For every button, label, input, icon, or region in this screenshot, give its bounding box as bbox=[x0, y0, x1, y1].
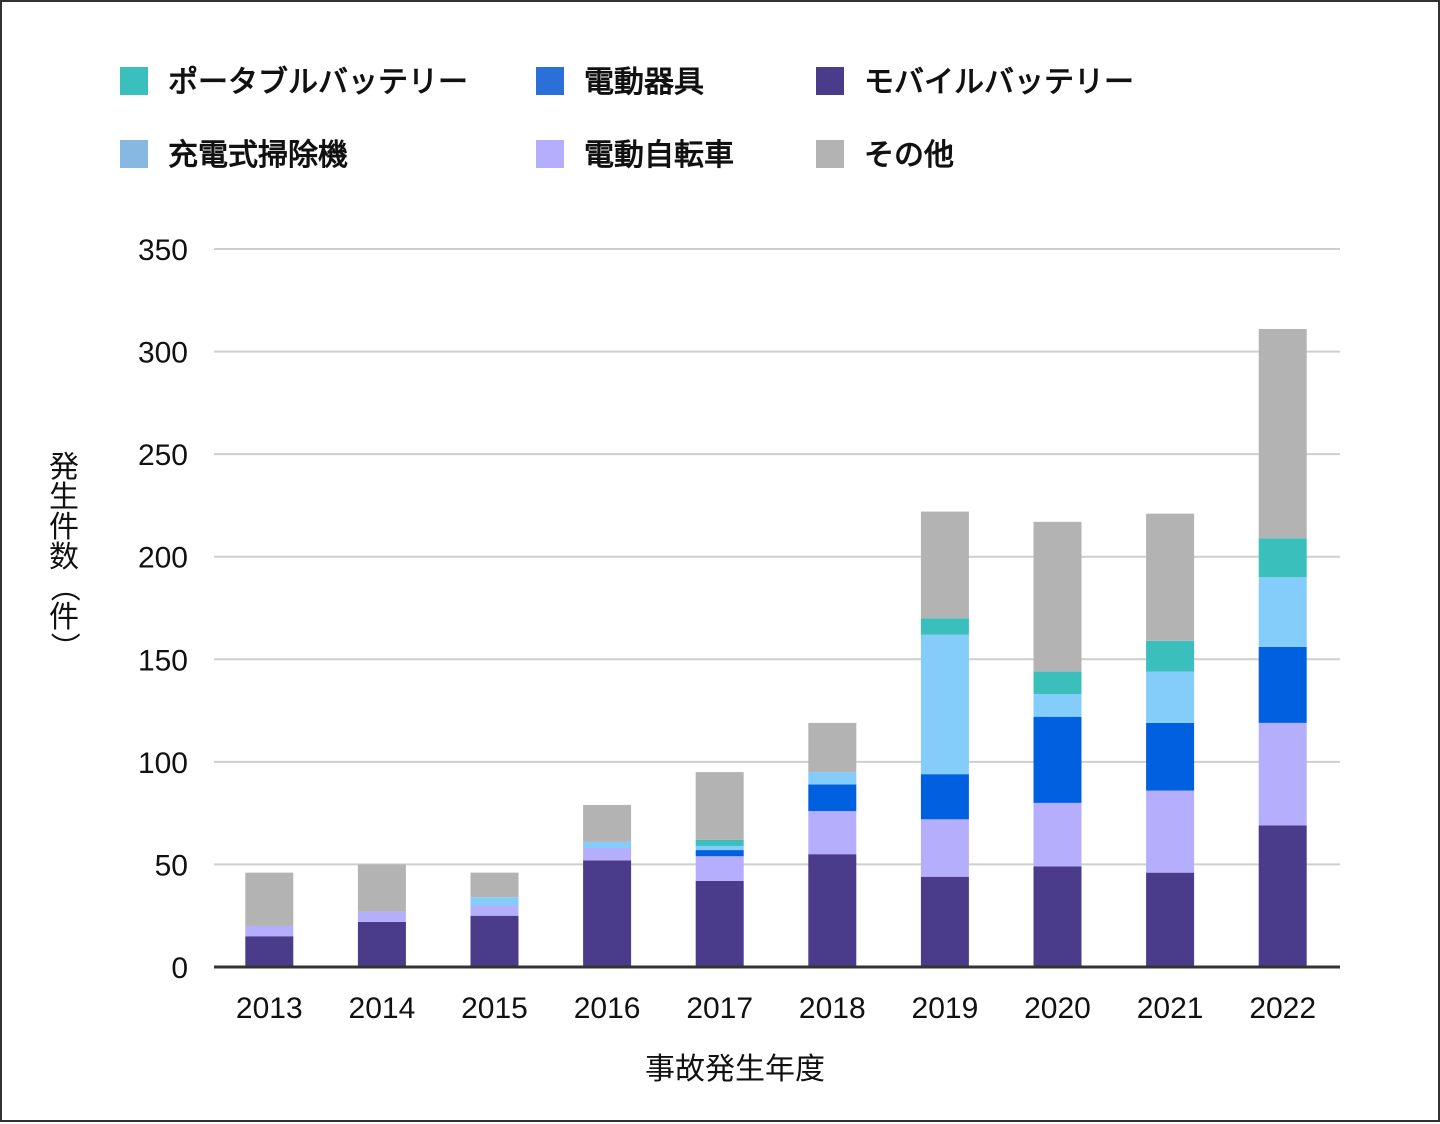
bar-segment bbox=[808, 854, 857, 967]
x-tick-label: 2013 bbox=[236, 992, 303, 1025]
legend-label: ポータブルバッテリー bbox=[168, 65, 468, 100]
bar-segment bbox=[470, 872, 519, 898]
y-axis-title-char: （ bbox=[46, 572, 81, 602]
bar-segment bbox=[1033, 694, 1082, 717]
legend-swatch bbox=[120, 140, 148, 168]
bar-segment bbox=[1258, 646, 1307, 723]
bar-segment bbox=[357, 921, 406, 967]
legend-swatch bbox=[536, 67, 564, 95]
bar-segment bbox=[1146, 513, 1195, 641]
bar-segment bbox=[695, 845, 744, 851]
bar-segment bbox=[1146, 671, 1195, 723]
bar-segment bbox=[808, 772, 857, 785]
bar-segment bbox=[920, 634, 969, 775]
legend-label: モバイルバッテリー bbox=[864, 65, 1134, 100]
bar-segment bbox=[695, 850, 744, 857]
bar-segment bbox=[1146, 640, 1195, 672]
bar-segment bbox=[695, 880, 744, 967]
y-tick-label: 150 bbox=[138, 644, 188, 677]
x-tick-label: 2021 bbox=[1137, 992, 1204, 1025]
legend-label: 電動自転車 bbox=[584, 138, 734, 173]
y-tick-label: 250 bbox=[138, 439, 188, 472]
x-tick-labels: 2013 2014 2015 2016 2017 2018 2019 2020 2021 2022 bbox=[236, 992, 1316, 1025]
bar-segment bbox=[357, 911, 406, 922]
x-tick-label: 2022 bbox=[1249, 992, 1316, 1025]
bar-segment bbox=[245, 872, 294, 926]
y-tick-label: 350 bbox=[138, 234, 188, 267]
bar-segment bbox=[1033, 866, 1082, 967]
x-axis-title: 事故発生年度 bbox=[645, 1052, 825, 1087]
y-tick-label: 50 bbox=[155, 849, 188, 882]
bar-segment bbox=[1033, 802, 1082, 867]
legend-label: 充電式掃除機 bbox=[168, 138, 348, 173]
y-axis-title-char: 数 bbox=[49, 540, 79, 575]
bar-segment bbox=[920, 511, 969, 619]
y-axis-title-char: 生 bbox=[49, 480, 79, 515]
bar-segment bbox=[1258, 577, 1307, 647]
y-tick-label: 300 bbox=[138, 337, 188, 370]
bar-segment bbox=[1146, 872, 1195, 967]
bar-segment bbox=[808, 722, 857, 773]
bar-segment bbox=[357, 864, 406, 912]
bar-segment bbox=[1258, 825, 1307, 967]
bar-segment bbox=[245, 936, 294, 967]
bar-segment bbox=[470, 897, 519, 906]
x-tick-label: 2017 bbox=[686, 992, 753, 1025]
legend-swatch bbox=[536, 140, 564, 168]
bar-segment bbox=[470, 905, 519, 916]
bar-segment bbox=[920, 876, 969, 967]
bar-segment bbox=[1258, 329, 1307, 539]
bar-segment bbox=[1033, 716, 1082, 803]
legend-label: 電動器具 bbox=[584, 65, 704, 100]
bar-segment bbox=[245, 925, 294, 937]
x-tick-label: 2019 bbox=[912, 992, 979, 1025]
grid-lines bbox=[214, 248, 1340, 866]
legend-swatch bbox=[816, 67, 844, 95]
x-tick-label: 2016 bbox=[574, 992, 641, 1025]
bar-segment bbox=[695, 856, 744, 881]
bar-segment bbox=[470, 915, 519, 967]
bar-segment bbox=[695, 772, 744, 840]
y-tick-label: 100 bbox=[138, 747, 188, 780]
bar-segment bbox=[695, 839, 744, 846]
bar-segment bbox=[1258, 722, 1307, 826]
x-tick-label: 2014 bbox=[349, 992, 416, 1025]
bar-segment bbox=[583, 848, 632, 861]
bar-segment bbox=[1146, 790, 1195, 873]
bar-segment bbox=[583, 860, 632, 967]
y-axis-title-char: 件 bbox=[49, 510, 79, 545]
bar-segment bbox=[1033, 671, 1082, 695]
bar-segment bbox=[920, 774, 969, 820]
y-tick-label: 0 bbox=[171, 952, 188, 985]
bar-segment bbox=[920, 618, 969, 635]
x-tick-label: 2015 bbox=[461, 992, 528, 1025]
bar-segment bbox=[1033, 521, 1082, 672]
y-axis-title-char: ） bbox=[46, 632, 81, 662]
bar-segment bbox=[808, 784, 857, 812]
bars bbox=[245, 329, 1307, 967]
bar-segment bbox=[1146, 722, 1195, 791]
legend-label: その他 bbox=[864, 138, 954, 173]
y-tick-labels: 0 50 100 150 200 250 300 350 bbox=[138, 234, 188, 985]
bar-segment bbox=[920, 819, 969, 877]
bar-segment bbox=[583, 841, 632, 849]
y-tick-label: 200 bbox=[138, 542, 188, 575]
bar-segment bbox=[583, 804, 632, 842]
bar-segment bbox=[1258, 538, 1307, 578]
bar-segment bbox=[808, 811, 857, 855]
legend-swatch bbox=[816, 140, 844, 168]
y-axis-title-char: 件 bbox=[49, 600, 79, 635]
x-tick-label: 2018 bbox=[799, 992, 866, 1025]
y-axis-title-char: 発 bbox=[49, 450, 79, 485]
x-tick-label: 2020 bbox=[1024, 992, 1091, 1025]
legend-swatch bbox=[120, 67, 148, 95]
